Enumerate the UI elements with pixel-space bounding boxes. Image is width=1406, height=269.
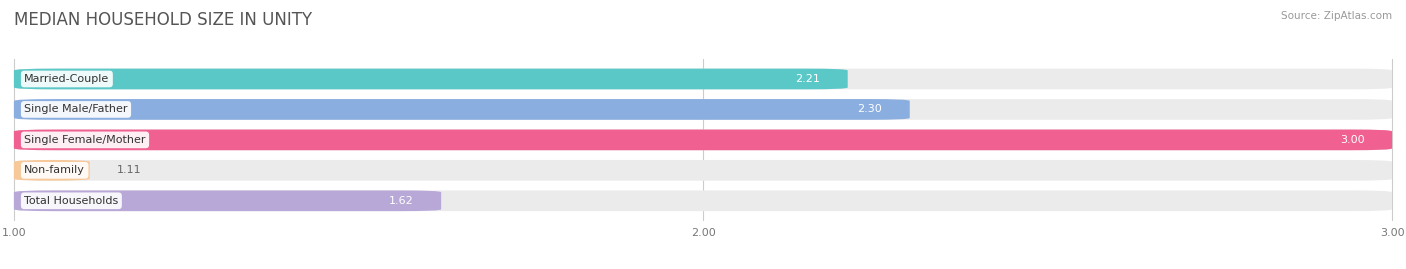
Text: 2.21: 2.21 xyxy=(796,74,820,84)
Text: Non-family: Non-family xyxy=(24,165,86,175)
FancyBboxPatch shape xyxy=(14,160,1392,181)
Text: 1.62: 1.62 xyxy=(389,196,413,206)
Text: Single Female/Mother: Single Female/Mother xyxy=(24,135,146,145)
Text: Single Male/Father: Single Male/Father xyxy=(24,104,128,114)
FancyBboxPatch shape xyxy=(14,99,910,120)
Text: 3.00: 3.00 xyxy=(1340,135,1364,145)
Text: Married-Couple: Married-Couple xyxy=(24,74,110,84)
Text: Source: ZipAtlas.com: Source: ZipAtlas.com xyxy=(1281,11,1392,21)
FancyBboxPatch shape xyxy=(14,130,1392,150)
FancyBboxPatch shape xyxy=(14,190,441,211)
FancyBboxPatch shape xyxy=(14,69,1392,89)
Text: 2.30: 2.30 xyxy=(858,104,882,114)
FancyBboxPatch shape xyxy=(14,99,1392,120)
FancyBboxPatch shape xyxy=(14,160,90,181)
FancyBboxPatch shape xyxy=(14,69,848,89)
Text: 1.11: 1.11 xyxy=(117,165,142,175)
Text: Total Households: Total Households xyxy=(24,196,118,206)
FancyBboxPatch shape xyxy=(14,190,1392,211)
Text: MEDIAN HOUSEHOLD SIZE IN UNITY: MEDIAN HOUSEHOLD SIZE IN UNITY xyxy=(14,11,312,29)
FancyBboxPatch shape xyxy=(14,130,1392,150)
